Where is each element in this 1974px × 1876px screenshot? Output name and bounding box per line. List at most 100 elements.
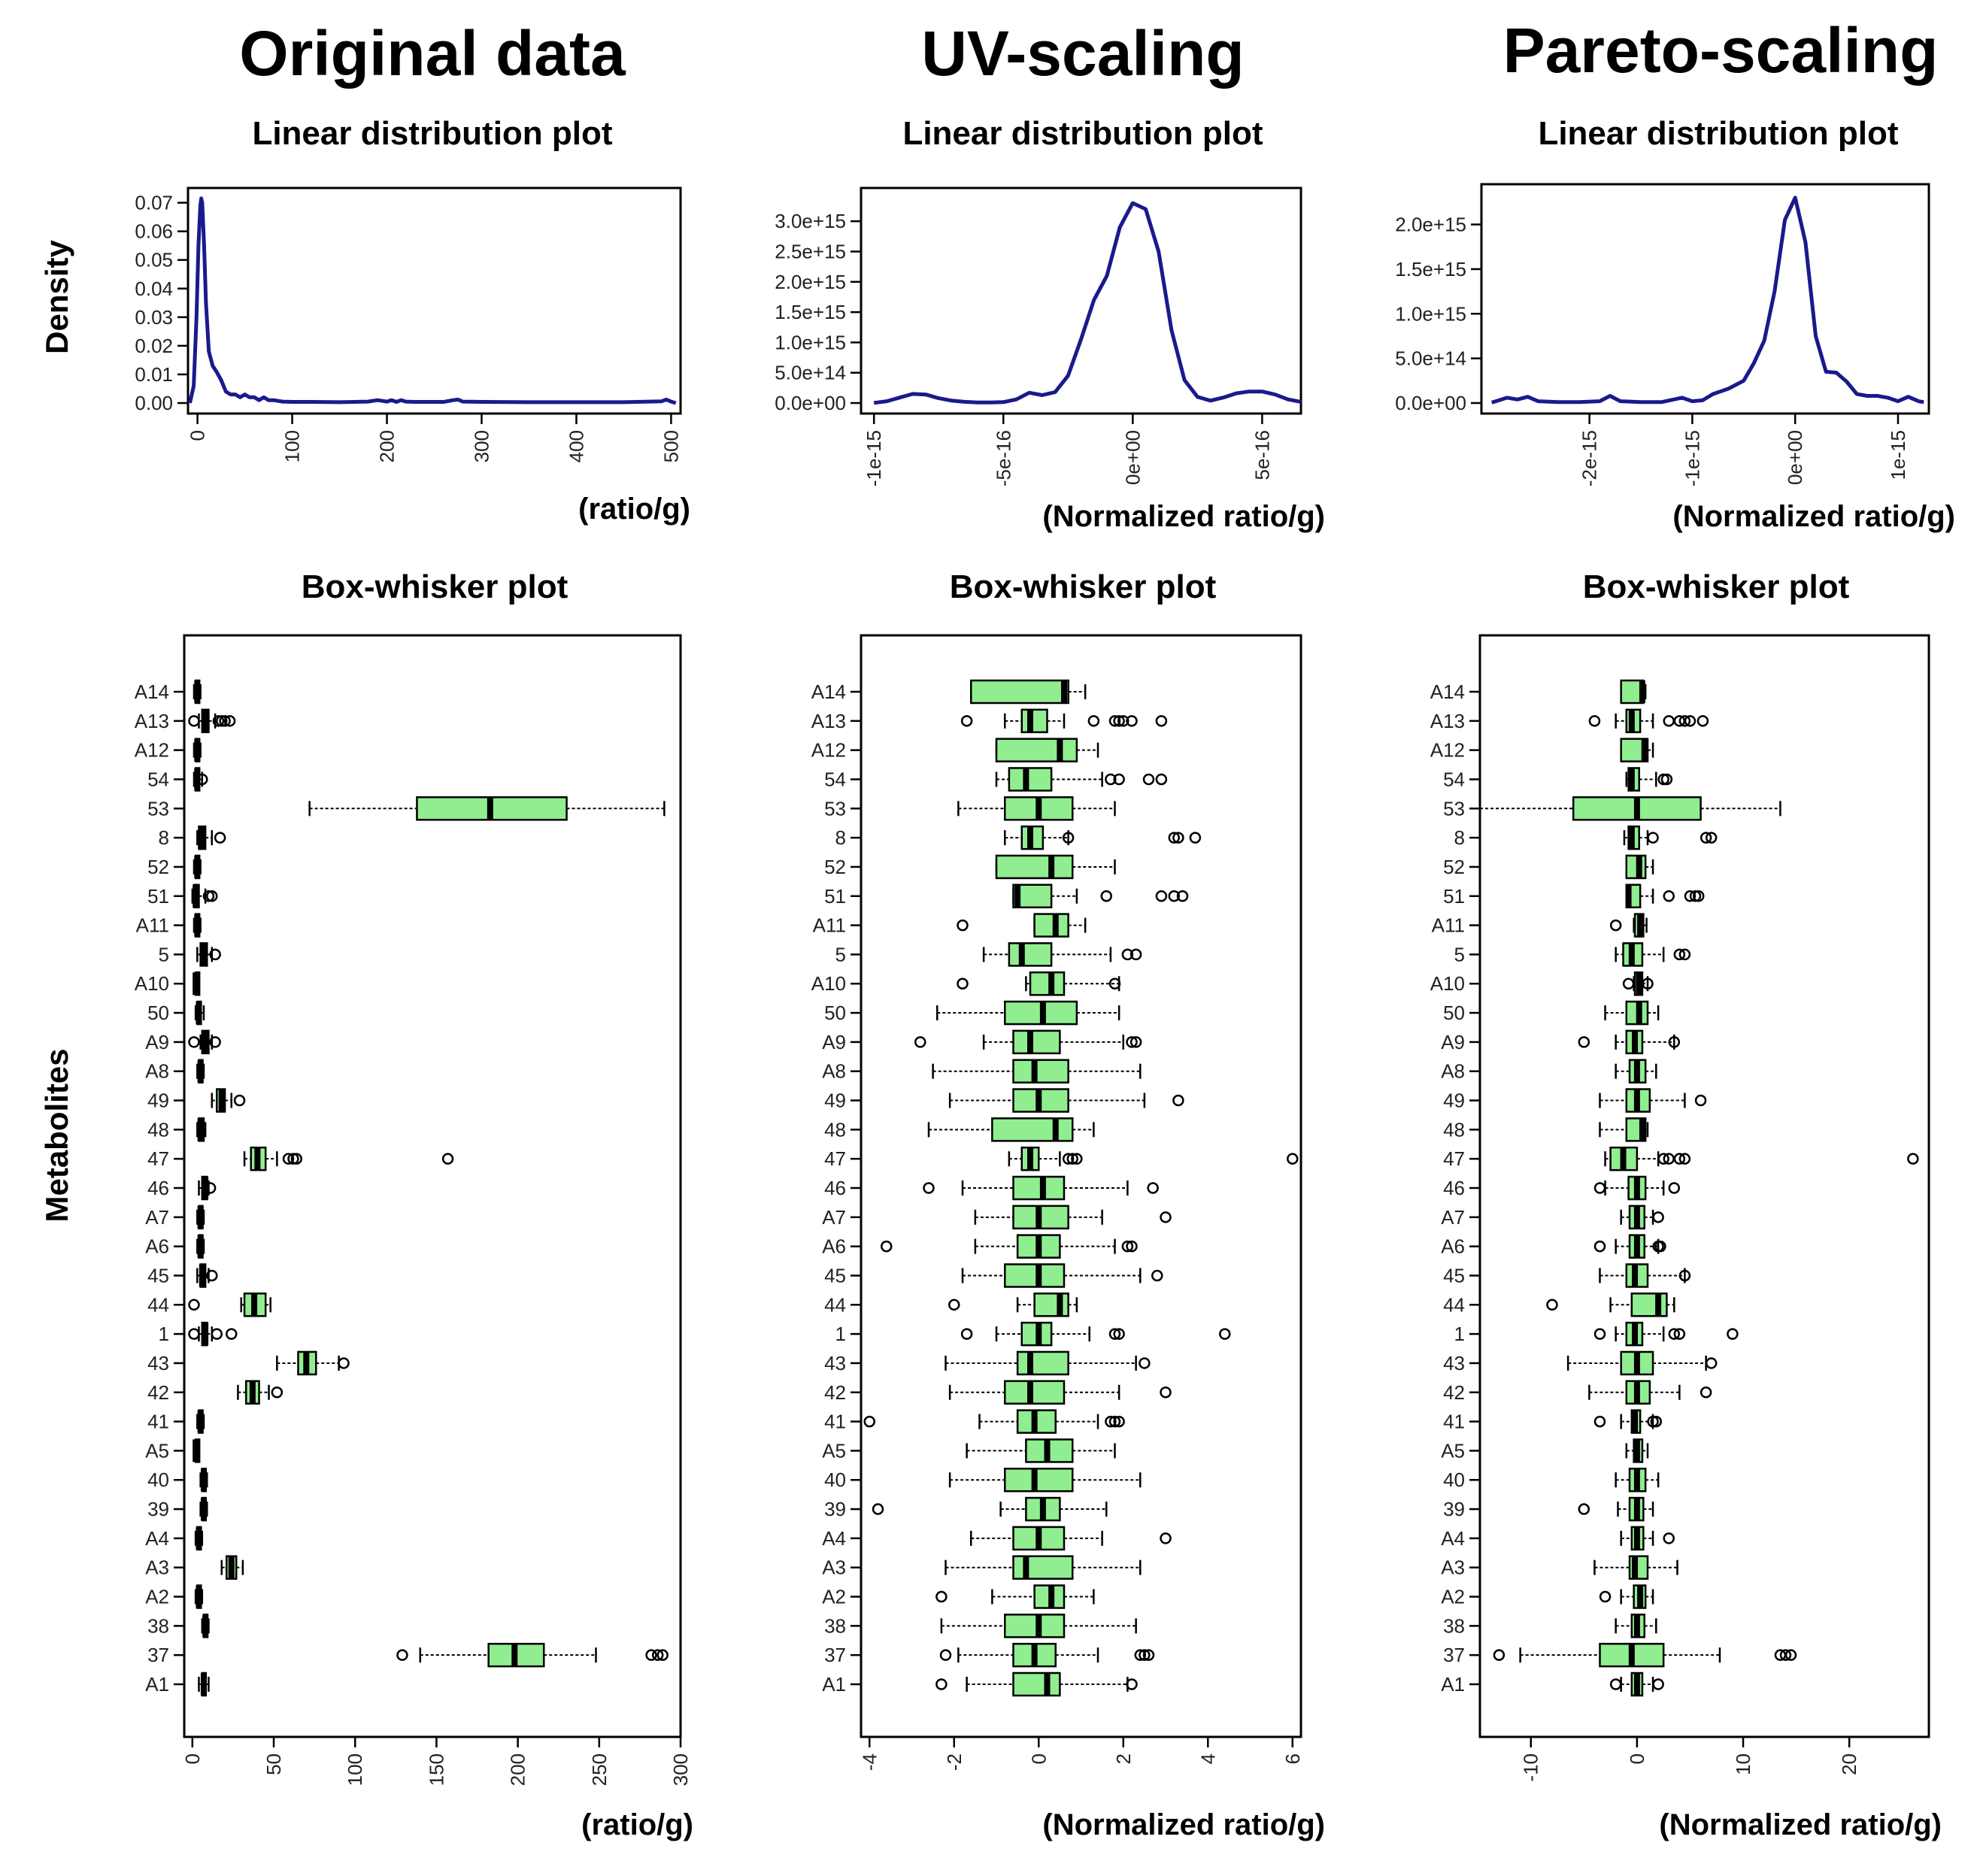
box-iqr — [1008, 767, 1053, 792]
outlier-point — [1113, 715, 1125, 727]
density-frame — [860, 186, 1302, 415]
y-tick-label: 0.06 — [135, 220, 173, 243]
outlier-point — [338, 1357, 350, 1369]
metabolite-label: A2 — [822, 1586, 846, 1608]
outlier-point — [1668, 1328, 1681, 1340]
outlier-point — [1609, 1678, 1622, 1690]
outlier-point — [1779, 1649, 1792, 1661]
outlier-point — [1673, 948, 1686, 961]
outlier-point — [1678, 715, 1691, 727]
metabolite-label: 46 — [824, 1177, 846, 1199]
metabolite-label: 53 — [824, 797, 846, 820]
outlier-point — [1673, 1153, 1686, 1165]
outlier-point — [1593, 1328, 1606, 1340]
outlier-point — [1126, 1678, 1138, 1690]
outlier-point — [1287, 1153, 1299, 1165]
box-iqr — [1012, 1029, 1061, 1055]
metabolite-label: A6 — [1441, 1235, 1465, 1258]
outlier-point — [1705, 832, 1718, 844]
box-title-pareto: Box-whisker plot — [1583, 568, 1850, 605]
outlier-point — [1189, 832, 1202, 844]
y-tick-label: 0.04 — [135, 277, 173, 300]
metabolite-label: 49 — [147, 1090, 169, 1112]
outlier-point — [188, 1036, 200, 1048]
outlier-point — [196, 773, 208, 786]
outlier-point — [1907, 1153, 1919, 1165]
metabolite-label: 1 — [159, 1323, 169, 1345]
box-plot-0: 0 50 100 150 200 250 300A14A13A12545385251A115… — [135, 634, 692, 1786]
x-tick-label: 0 — [1626, 1753, 1648, 1764]
metabolite-label: 37 — [1443, 1644, 1465, 1666]
metabolite-label: 48 — [824, 1118, 846, 1141]
metabolite-label: 49 — [824, 1090, 846, 1112]
outlier-point — [1155, 890, 1168, 902]
metabolite-label: A13 — [1430, 710, 1465, 732]
metabolite-label: A9 — [822, 1031, 846, 1053]
metabolite-label: 43 — [1443, 1352, 1465, 1374]
density-plot-2: -2e-15 -1e-15 0e+00 1e-15 0.0e+00 5.0e+14 1.0e… — [1395, 183, 1930, 486]
box-plot-1: -4 -2 0 2 4 6A14A13A12545385251A115A1050A9A84… — [811, 634, 1304, 1771]
metabolite-label: A7 — [145, 1206, 169, 1229]
x-tick-label: 200 — [376, 430, 399, 462]
outlier-point — [1113, 1415, 1125, 1428]
metabolite-label: A11 — [1432, 914, 1465, 937]
y-tick-label: 1.5e+15 — [1395, 258, 1466, 280]
outlier-point — [233, 1094, 246, 1107]
outlier-point — [1654, 1240, 1666, 1253]
metabolite-label: A11 — [136, 914, 169, 937]
metabolite-label: A12 — [1430, 739, 1465, 762]
metabolite-label: 5 — [159, 943, 169, 965]
box-iqr — [1004, 1263, 1066, 1288]
outlier-point — [939, 1649, 952, 1661]
metabolite-label: 54 — [1443, 768, 1465, 790]
metabolite-label: 52 — [1443, 856, 1465, 878]
outlier-point — [1130, 948, 1142, 961]
outlier-point — [1678, 948, 1691, 961]
metabolite-label: A5 — [822, 1439, 846, 1462]
metabolite-label: 39 — [1443, 1498, 1465, 1520]
density-title-original: Linear distribution plot — [252, 115, 612, 152]
box-iqr — [995, 738, 1078, 762]
box-iqr — [1004, 1380, 1066, 1405]
outlier-point — [1599, 1590, 1612, 1603]
box-frame — [183, 634, 682, 1738]
box-iqr — [1630, 1293, 1668, 1317]
outlier-point — [1684, 715, 1697, 727]
x-tick-label: -5e-16 — [992, 430, 1014, 486]
metabolite-label: A7 — [1441, 1206, 1465, 1229]
outlier-point — [1668, 1036, 1681, 1048]
metabolite-label: 47 — [1443, 1147, 1465, 1170]
x-tick-label: 10 — [1732, 1753, 1754, 1775]
outlier-point — [1700, 832, 1712, 844]
metabolite-label: 43 — [824, 1352, 846, 1374]
outlier-point — [1121, 948, 1134, 961]
outlier-point — [1105, 773, 1117, 786]
box-frame — [860, 634, 1302, 1738]
metabolite-label: A2 — [1441, 1586, 1465, 1608]
y-tick-label: 0.05 — [135, 249, 173, 271]
y-tick-label: 2.5e+15 — [775, 241, 846, 263]
density-title-pareto: Linear distribution plot — [1538, 115, 1898, 152]
outlier-point — [1727, 1328, 1739, 1340]
outlier-point — [1784, 1649, 1797, 1661]
outlier-point — [282, 1153, 295, 1165]
metabolite-label: 45 — [824, 1264, 846, 1287]
metabolite-label: A11 — [813, 914, 846, 937]
outlier-point — [226, 1328, 238, 1340]
outlier-point — [1108, 715, 1121, 727]
density-plot-1: -1e-15 -5e-16 0e+00 5e-16 0.0e+00 5.0e+14 1.0e… — [775, 186, 1302, 486]
y-tick-label: 0.02 — [135, 335, 173, 357]
outlier-point — [957, 977, 969, 990]
metabolite-label: 38 — [1443, 1614, 1465, 1637]
outlier-point — [1578, 1036, 1590, 1048]
heading-original-data: Original data — [239, 18, 626, 89]
outlier-point — [1546, 1299, 1558, 1311]
metabolite-label: 42 — [1443, 1381, 1465, 1404]
outlier-point — [1066, 1153, 1078, 1165]
x-tick-label: -1e-15 — [1681, 430, 1703, 486]
metabolite-label: A12 — [135, 739, 169, 762]
x-tick-label: 300 — [669, 1753, 692, 1786]
outlier-point — [1160, 1387, 1172, 1399]
density-frame — [1480, 183, 1930, 415]
outlier-point — [914, 1036, 926, 1048]
